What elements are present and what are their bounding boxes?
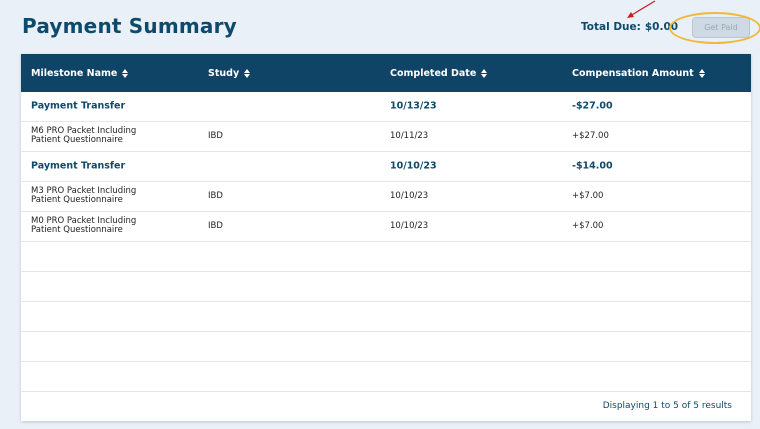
pagination-summary: Displaying 1 to 5 of 5 results [602,401,732,411]
sort-icon[interactable] [244,68,251,78]
sort-icon[interactable] [481,68,488,78]
study-cell: IBD [208,220,223,231]
annotation-ellipse [669,12,760,44]
sort-icon[interactable] [698,68,705,78]
study-cell: IBD [208,190,223,201]
amount-cell: -$14.00 [572,160,613,172]
total-due: Total Due: $0.00 [581,21,678,33]
empty-row [21,272,751,302]
table-row: Payment Transfer 10/13/23 -$27.00 [21,92,751,122]
table-header: Milestone Name Study Completed Date Comp… [21,54,751,92]
empty-row [21,332,751,362]
column-header-study[interactable]: Study [208,68,251,79]
date-cell: 10/10/23 [390,190,429,201]
date-cell: 10/10/23 [390,160,437,172]
milestone-cell: M6 PRO Packet Including Patient Question… [31,125,137,146]
column-header-compensation[interactable]: Compensation Amount [572,68,705,79]
milestone-cell: Payment Transfer [31,160,126,172]
date-cell: 10/11/23 [390,130,429,141]
empty-row [21,242,751,272]
column-header-milestone[interactable]: Milestone Name [31,68,129,79]
arrow-annotation-icon [627,0,656,18]
date-cell: 10/13/23 [390,100,437,112]
table-row: M0 PRO Packet Including Patient Question… [21,212,751,242]
amount-cell: +$7.00 [572,190,604,201]
table-row: M3 PRO Packet Including Patient Question… [21,182,751,212]
milestone-cell: M0 PRO Packet Including Patient Question… [31,215,137,236]
milestone-cell: Payment Transfer [31,100,126,112]
empty-row [21,362,751,392]
date-cell: 10/10/23 [390,220,429,231]
empty-row [21,302,751,332]
payment-table: Milestone Name Study Completed Date Comp… [21,54,751,421]
amount-cell: +$7.00 [572,220,604,231]
sort-icon[interactable] [122,68,129,78]
total-due-label: Total Due: [581,21,641,33]
table-row: Payment Transfer 10/10/23 -$14.00 [21,152,751,182]
column-header-completed-date[interactable]: Completed Date [390,68,488,79]
table-row: M6 PRO Packet Including Patient Question… [21,122,751,152]
milestone-cell: M3 PRO Packet Including Patient Question… [31,185,137,206]
page-title: Payment Summary [22,14,237,38]
amount-cell: +$27.00 [572,130,609,141]
amount-cell: -$27.00 [572,100,613,112]
study-cell: IBD [208,130,223,141]
